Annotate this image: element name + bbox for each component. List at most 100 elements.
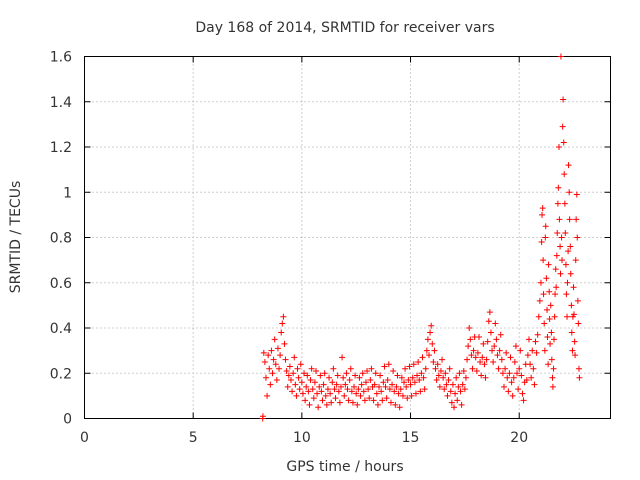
data-point bbox=[550, 336, 557, 343]
data-point bbox=[506, 370, 513, 377]
data-point bbox=[543, 275, 550, 282]
data-point bbox=[474, 349, 481, 356]
data-point bbox=[401, 379, 408, 386]
data-point bbox=[524, 352, 531, 359]
data-point bbox=[298, 379, 305, 386]
data-point bbox=[538, 239, 545, 246]
data-point bbox=[377, 372, 384, 379]
data-point bbox=[301, 370, 308, 377]
data-point bbox=[359, 370, 366, 377]
data-point bbox=[502, 365, 509, 372]
data-point bbox=[434, 361, 441, 368]
data-point bbox=[352, 372, 359, 379]
data-point bbox=[402, 365, 409, 372]
data-point bbox=[505, 388, 512, 395]
data-point bbox=[507, 354, 514, 361]
data-point bbox=[318, 388, 325, 395]
data-point bbox=[564, 279, 571, 286]
data-point bbox=[323, 401, 330, 408]
data-point bbox=[437, 367, 444, 374]
data-point bbox=[405, 377, 412, 384]
data-point bbox=[533, 349, 540, 356]
data-point bbox=[396, 404, 403, 411]
data-point bbox=[444, 392, 451, 399]
data-point bbox=[368, 365, 375, 372]
data-point bbox=[570, 284, 577, 291]
data-point bbox=[459, 381, 466, 388]
data-point bbox=[406, 363, 413, 370]
data-point bbox=[308, 365, 315, 372]
data-point bbox=[262, 374, 269, 381]
data-point bbox=[446, 365, 453, 372]
data-point bbox=[341, 392, 348, 399]
data-point bbox=[447, 388, 454, 395]
data-point bbox=[531, 381, 538, 388]
data-point bbox=[317, 372, 324, 379]
data-point bbox=[557, 243, 564, 250]
data-point bbox=[515, 386, 522, 393]
data-point bbox=[497, 331, 504, 338]
data-point bbox=[517, 347, 524, 354]
data-point bbox=[477, 358, 484, 365]
data-point bbox=[445, 377, 452, 384]
data-point bbox=[464, 356, 471, 363]
data-point bbox=[417, 388, 424, 395]
data-point bbox=[461, 386, 468, 393]
axis-ticks: 0 5 10 15 20 0 0.2 0.4 0.6 0.8 1 1.2 1.4 1.6 bbox=[50, 50, 611, 446]
data-point bbox=[535, 313, 542, 320]
data-point bbox=[336, 399, 343, 406]
data-point bbox=[562, 261, 569, 268]
data-point bbox=[550, 365, 557, 372]
data-point bbox=[490, 358, 497, 365]
data-point bbox=[493, 336, 500, 343]
data-point bbox=[562, 229, 569, 236]
data-point bbox=[555, 144, 562, 150]
data-point bbox=[439, 356, 446, 363]
data-point bbox=[315, 404, 322, 411]
data-point bbox=[385, 361, 392, 368]
data-point bbox=[547, 302, 554, 309]
data-point bbox=[559, 123, 566, 130]
y-tick-label: 0 bbox=[63, 412, 72, 428]
data-point bbox=[378, 388, 385, 395]
data-point bbox=[504, 374, 511, 381]
data-point bbox=[284, 383, 291, 390]
data-point bbox=[546, 315, 553, 322]
data-point bbox=[310, 395, 317, 402]
data-point bbox=[326, 374, 333, 381]
data-point bbox=[343, 370, 350, 377]
data-point bbox=[347, 365, 354, 372]
data-point bbox=[567, 243, 574, 250]
data-point bbox=[568, 329, 575, 336]
data-point bbox=[467, 336, 474, 343]
data-point bbox=[440, 374, 447, 381]
y-tick-label: 1 bbox=[63, 185, 72, 201]
data-point bbox=[568, 302, 575, 309]
data-point bbox=[295, 374, 302, 381]
data-point bbox=[478, 372, 485, 379]
data-point bbox=[496, 347, 503, 354]
data-point bbox=[345, 397, 352, 404]
y-tick-label: 1.4 bbox=[50, 95, 72, 111]
data-point bbox=[269, 370, 276, 377]
data-point bbox=[355, 386, 362, 393]
data-point bbox=[537, 279, 544, 286]
data-point bbox=[426, 352, 433, 359]
data-point bbox=[309, 386, 316, 393]
data-point bbox=[572, 352, 579, 359]
data-point bbox=[443, 381, 450, 388]
grid bbox=[84, 56, 611, 419]
data-point bbox=[473, 367, 480, 374]
data-point bbox=[462, 374, 469, 381]
data-point bbox=[316, 383, 323, 390]
data-point bbox=[540, 291, 547, 298]
data-point bbox=[547, 340, 554, 347]
data-point bbox=[296, 386, 303, 393]
data-point bbox=[470, 347, 477, 354]
data-point bbox=[539, 211, 546, 218]
data-point bbox=[484, 338, 491, 345]
data-point bbox=[430, 358, 437, 365]
data-point bbox=[469, 365, 476, 372]
data-point bbox=[311, 379, 318, 386]
